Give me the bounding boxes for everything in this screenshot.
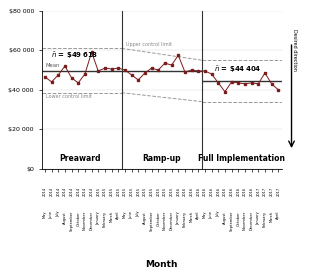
Text: 2015: 2015 — [136, 187, 140, 196]
Text: 2016: 2016 — [223, 187, 227, 196]
Text: 2017: 2017 — [276, 187, 280, 196]
Text: 2015: 2015 — [150, 187, 154, 196]
Text: $\bar{n}$ = \$44 404: $\bar{n}$ = \$44 404 — [214, 64, 262, 75]
Text: April: April — [196, 211, 200, 219]
Text: 2014: 2014 — [90, 187, 94, 196]
Text: April: April — [116, 211, 120, 219]
Text: 2015: 2015 — [123, 187, 127, 196]
Text: March: March — [109, 211, 114, 222]
Text: July: July — [56, 211, 60, 217]
Text: 2016: 2016 — [230, 187, 234, 196]
Text: 2015: 2015 — [163, 187, 167, 196]
Text: 2017: 2017 — [263, 187, 267, 196]
Text: 2014: 2014 — [43, 187, 47, 196]
Text: July: July — [136, 211, 140, 217]
Text: August: August — [63, 211, 67, 224]
Text: 2015: 2015 — [109, 187, 114, 196]
Text: 2014: 2014 — [50, 187, 54, 196]
Text: 2016: 2016 — [236, 187, 240, 196]
Text: March: March — [270, 211, 274, 222]
Text: 2015: 2015 — [143, 187, 147, 196]
Text: February: February — [183, 211, 187, 227]
Text: April: April — [276, 211, 280, 219]
Text: 2015: 2015 — [156, 187, 160, 196]
Text: December: December — [90, 211, 94, 230]
Text: November: November — [243, 211, 247, 230]
Text: 2016: 2016 — [216, 187, 220, 196]
Text: December: December — [250, 211, 254, 230]
Text: March: March — [190, 211, 194, 222]
Text: May: May — [43, 211, 47, 218]
Text: January: January — [256, 211, 260, 225]
Text: August: August — [223, 211, 227, 224]
Text: June: June — [210, 211, 214, 219]
Text: September: September — [230, 211, 234, 231]
Text: Month: Month — [145, 260, 178, 269]
Text: August: August — [143, 211, 147, 224]
Text: 2015: 2015 — [116, 187, 120, 196]
Text: Full Implementation: Full Implementation — [198, 154, 285, 163]
Text: February: February — [263, 211, 267, 227]
Text: January: January — [176, 211, 180, 225]
Text: 2016: 2016 — [250, 187, 254, 196]
Text: 2016: 2016 — [176, 187, 180, 196]
Text: Ramp-up: Ramp-up — [142, 154, 181, 163]
Text: May: May — [123, 211, 127, 218]
Text: 2014: 2014 — [76, 187, 80, 196]
Text: 2015: 2015 — [96, 187, 100, 196]
Text: 2014: 2014 — [63, 187, 67, 196]
Text: October: October — [76, 211, 80, 226]
Text: November: November — [163, 211, 167, 230]
Text: 2016: 2016 — [190, 187, 194, 196]
Text: Preaward: Preaward — [59, 154, 101, 163]
Text: 2016: 2016 — [203, 187, 207, 196]
Text: June: June — [50, 211, 54, 219]
Text: 2015: 2015 — [103, 187, 107, 196]
Text: January: January — [96, 211, 100, 225]
Text: 2016: 2016 — [183, 187, 187, 196]
Text: 2016: 2016 — [196, 187, 200, 196]
Text: $\bar{n}$ = \$49 618: $\bar{n}$ = \$49 618 — [51, 51, 99, 61]
Text: December: December — [170, 211, 174, 230]
Text: 2017: 2017 — [256, 187, 260, 196]
Text: February: February — [103, 211, 107, 227]
Text: November: November — [83, 211, 87, 230]
Text: Desired direction: Desired direction — [292, 29, 297, 70]
Text: October: October — [236, 211, 240, 226]
Text: 2014: 2014 — [56, 187, 60, 196]
Text: 2015: 2015 — [170, 187, 174, 196]
Text: 2016: 2016 — [210, 187, 214, 196]
Text: September: September — [70, 211, 74, 231]
Text: June: June — [130, 211, 134, 219]
Text: Upper control limit: Upper control limit — [126, 42, 172, 47]
Text: July: July — [216, 211, 220, 217]
Text: 2014: 2014 — [83, 187, 87, 196]
Text: 2014: 2014 — [70, 187, 74, 196]
Text: 2017: 2017 — [270, 187, 274, 196]
Text: September: September — [150, 211, 154, 231]
Text: Mean: Mean — [46, 63, 60, 69]
Text: May: May — [203, 211, 207, 218]
Text: 2015: 2015 — [130, 187, 134, 196]
Text: Lower control limit: Lower control limit — [46, 94, 92, 99]
Text: 2016: 2016 — [243, 187, 247, 196]
Text: October: October — [156, 211, 160, 226]
